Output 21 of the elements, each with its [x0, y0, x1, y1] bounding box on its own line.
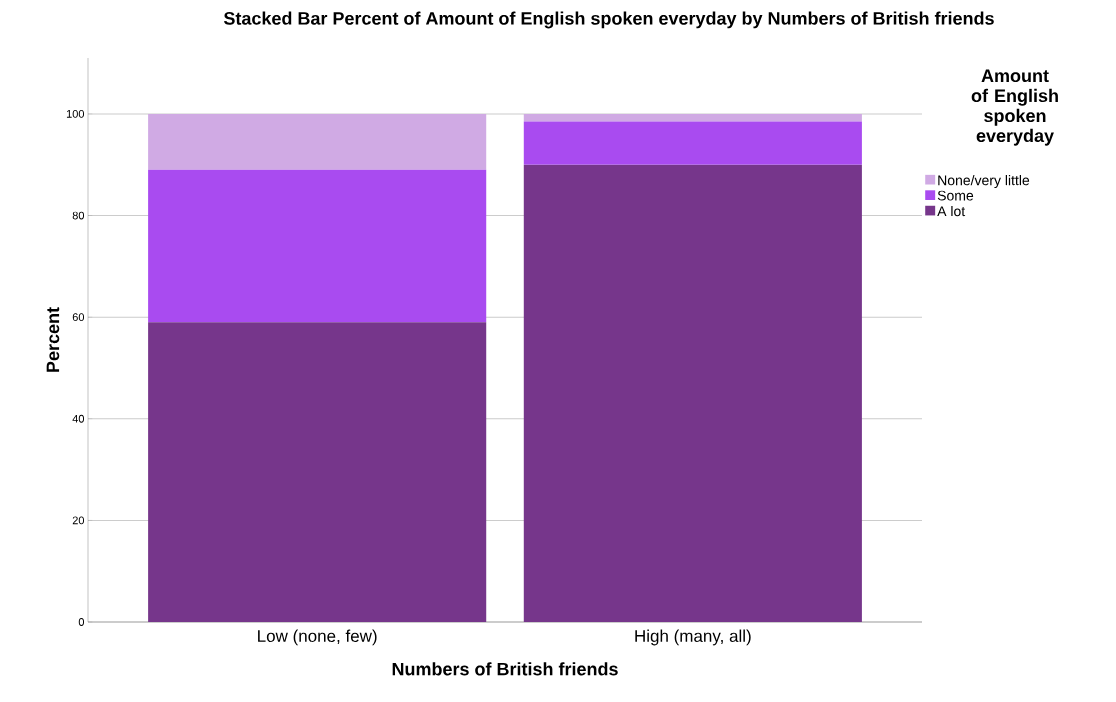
bar	[148, 113, 487, 170]
y-tick-label: 0	[78, 618, 85, 626]
y-tick-label: 100	[66, 110, 85, 118]
x-tick-label: Low (none, few)	[258, 629, 377, 646]
chart-title: Stacked Bar Percent of Amount of English spoken everyday by Numbers of British friends	[223, 11, 994, 29]
legend-label: A lot	[937, 205, 966, 217]
legend-label: Some	[937, 190, 974, 201]
bar	[523, 164, 862, 622]
y-tick-label: 20	[72, 516, 85, 525]
y-tick-label: 60	[72, 313, 85, 322]
bar	[523, 121, 862, 165]
x-axis-title: Numbers of British friends	[392, 662, 618, 676]
y-tick-label: 40	[72, 414, 85, 423]
x-tick-label: High (many, all)	[635, 629, 751, 646]
legend-title: Amount of English spoken everyday	[971, 69, 1058, 146]
y-axis-title: Percent	[46, 307, 60, 372]
bar	[148, 169, 487, 323]
bar	[523, 113, 862, 122]
bar	[148, 322, 487, 622]
legend-label: None/very little	[938, 174, 1030, 189]
y-tick-label: 80	[72, 211, 85, 220]
